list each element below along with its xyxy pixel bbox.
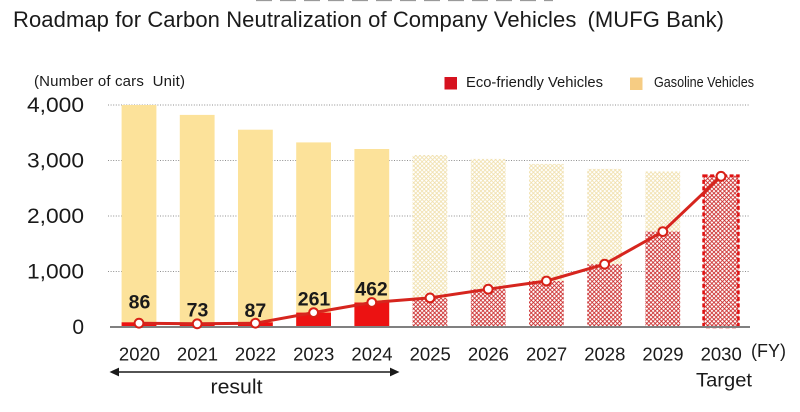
- svg-text:3,000: 3,000: [27, 150, 84, 173]
- svg-text:73: 73: [187, 300, 209, 322]
- svg-text:1,000: 1,000: [27, 261, 84, 284]
- svg-text:2023: 2023: [293, 344, 334, 365]
- svg-text:2,000: 2,000: [27, 205, 84, 228]
- svg-text:0: 0: [72, 316, 84, 339]
- svg-text:87: 87: [245, 300, 267, 322]
- svg-text:2026: 2026: [468, 344, 509, 365]
- svg-text:2024: 2024: [351, 344, 392, 365]
- svg-text:2030: 2030: [701, 344, 742, 365]
- svg-text:462: 462: [355, 279, 388, 301]
- svg-text:Roadmap for Carbon Neutralizat: Roadmap for Carbon Neutralization of Com…: [13, 7, 724, 32]
- svg-text:Target: Target: [696, 370, 753, 392]
- svg-text:Gasoline Vehicles: Gasoline Vehicles: [654, 74, 754, 91]
- svg-text:(FY): (FY): [751, 341, 786, 361]
- svg-text:result: result: [211, 377, 263, 399]
- svg-text:2028: 2028: [584, 344, 625, 365]
- svg-text:2020: 2020: [119, 344, 160, 365]
- svg-text:261: 261: [298, 289, 331, 311]
- svg-text:Eco-friendly Vehicles: Eco-friendly Vehicles: [466, 74, 603, 91]
- svg-text:(Number of cars Unit): (Number of cars Unit): [34, 73, 185, 90]
- svg-text:2022: 2022: [235, 344, 276, 365]
- svg-text:2021: 2021: [177, 344, 218, 365]
- svg-text:4,000: 4,000: [27, 94, 84, 117]
- svg-text:2027: 2027: [526, 344, 567, 365]
- svg-text:2029: 2029: [642, 344, 683, 365]
- svg-text:86: 86: [129, 292, 151, 314]
- svg-text:2025: 2025: [410, 344, 451, 365]
